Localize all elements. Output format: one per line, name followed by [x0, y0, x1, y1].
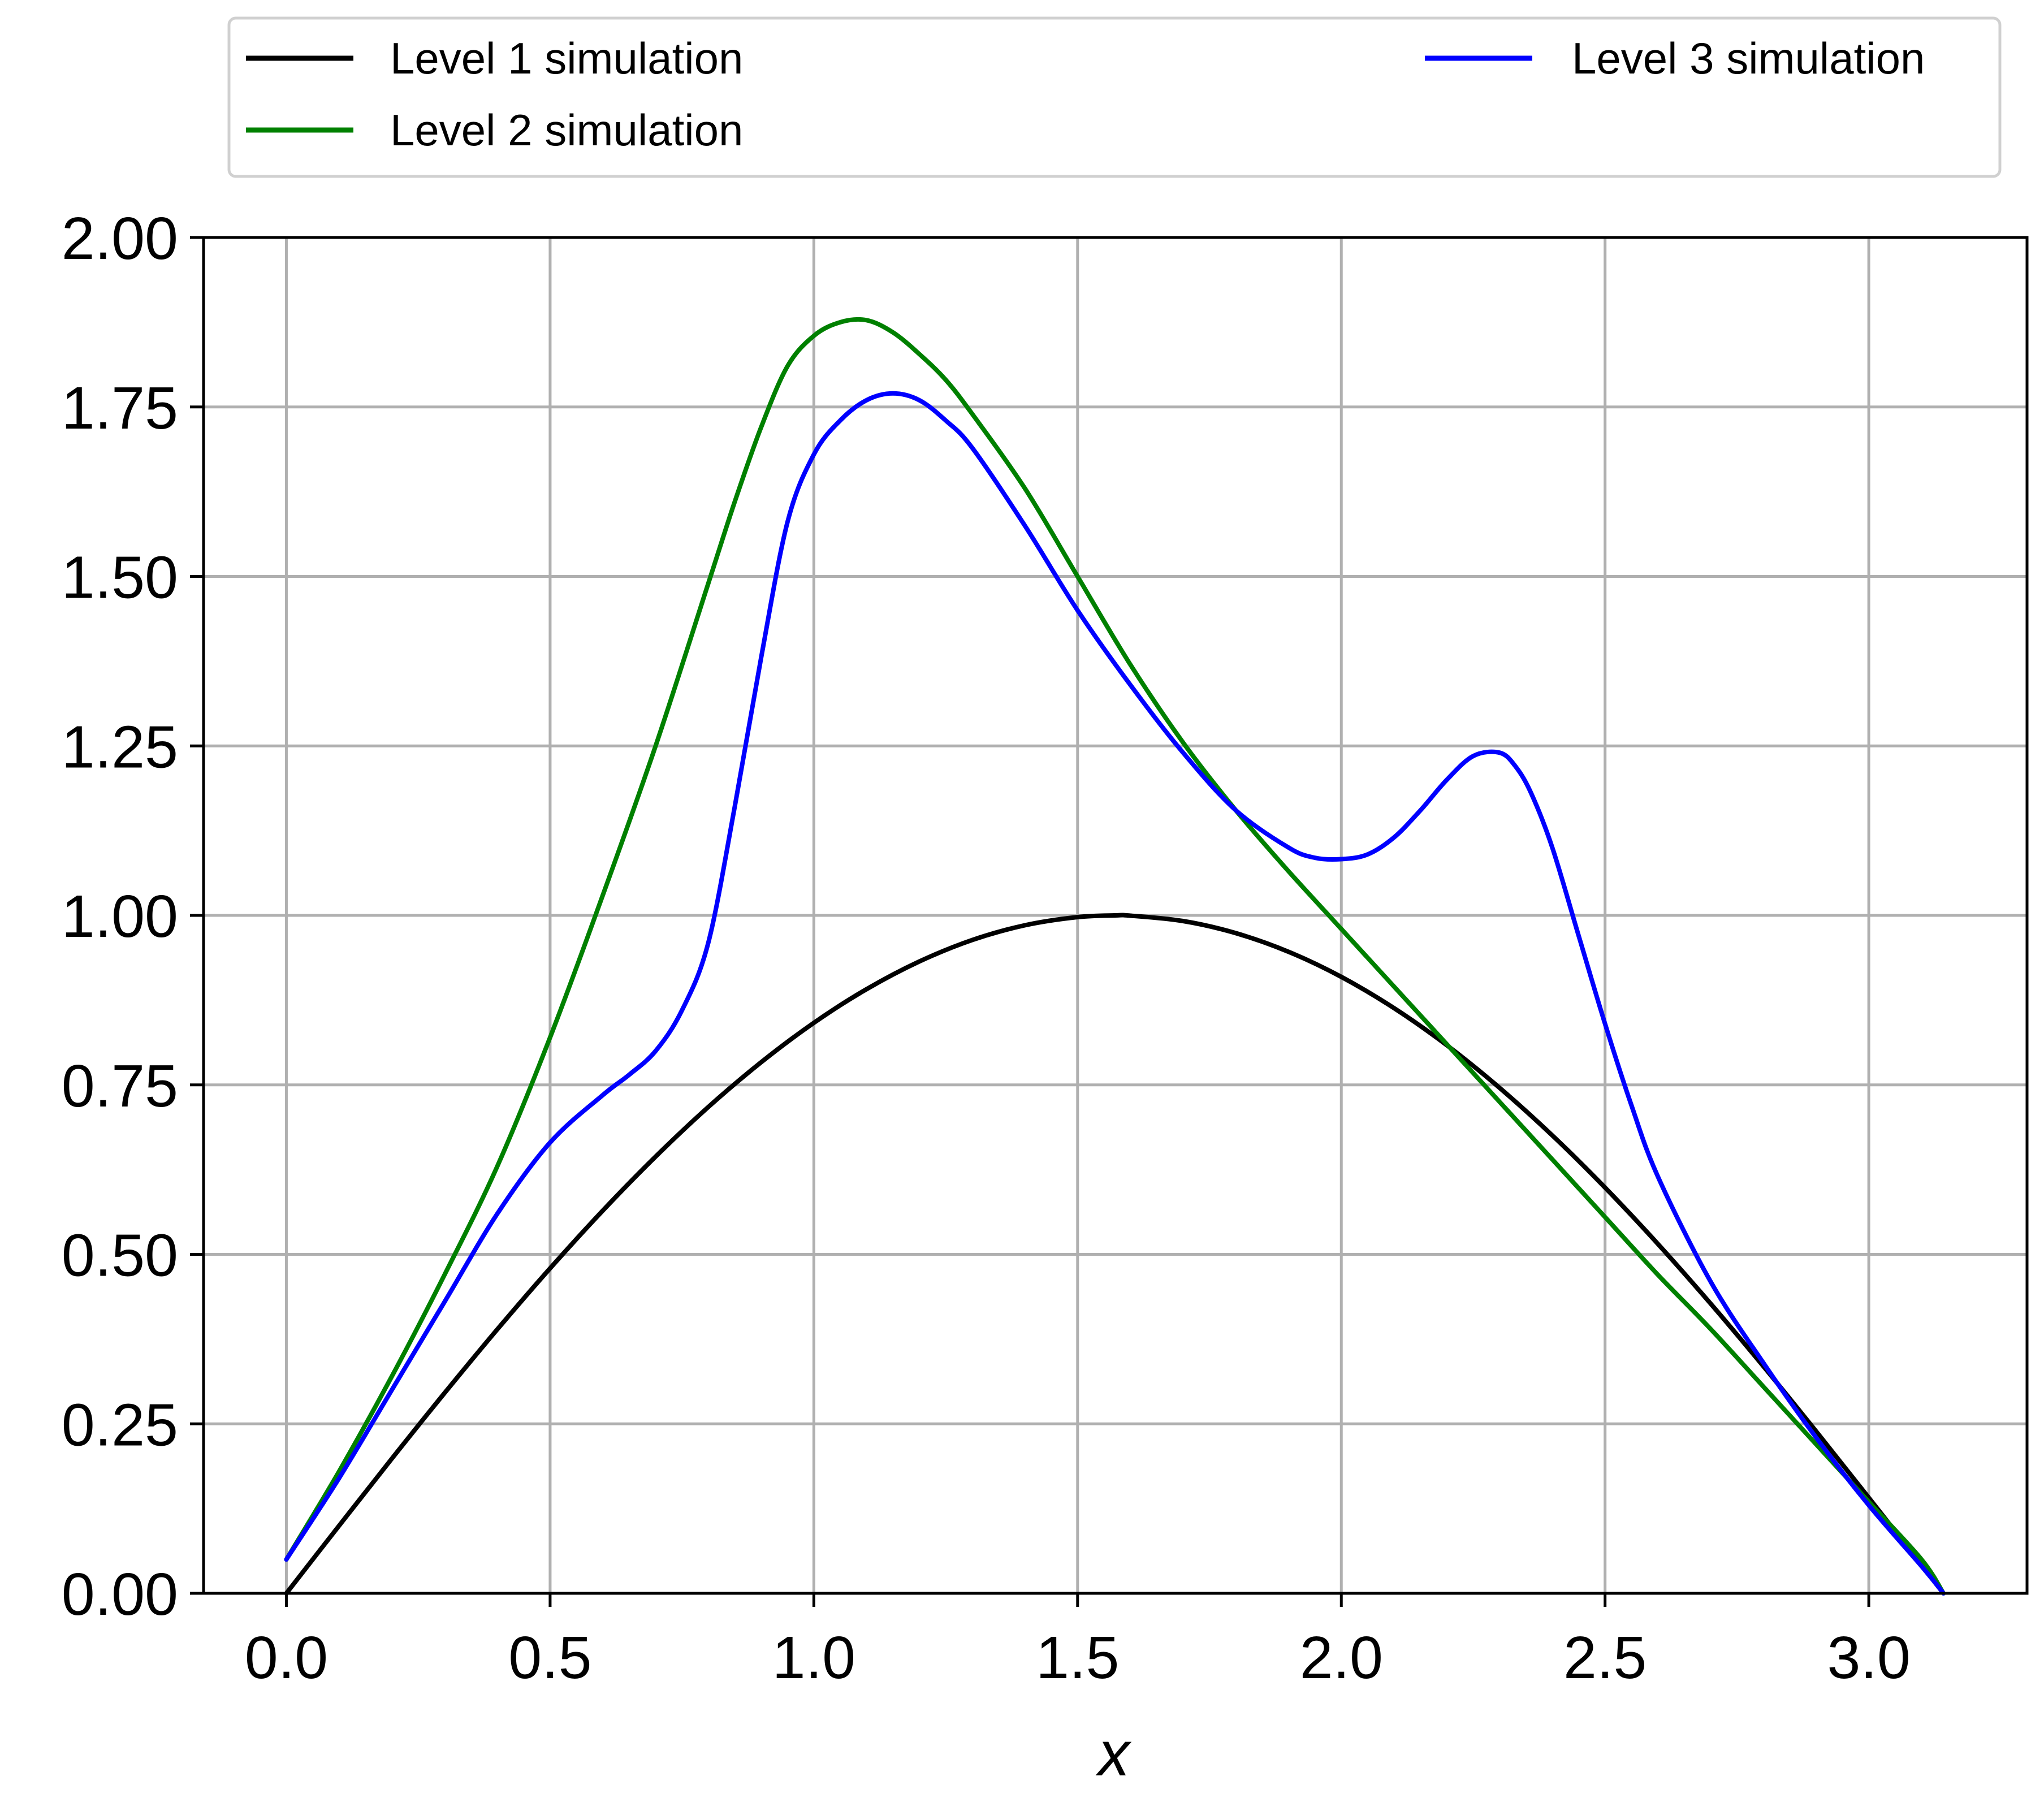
legend: Level 1 simulation Level 2 simulation Le…	[227, 16, 2002, 178]
y-tick-label: 2.00	[62, 205, 178, 272]
y-tick-label: 0.00	[62, 1561, 178, 1628]
x-tick-label: 1.0	[772, 1624, 855, 1691]
x-tick-label: 3.0	[1827, 1624, 1910, 1691]
x-tick-label: 2.0	[1300, 1624, 1383, 1691]
legend-label-level-2: Level 2 simulation	[390, 105, 743, 155]
legend-label-level-1: Level 1 simulation	[390, 33, 743, 83]
plot-series	[284, 317, 1946, 1596]
y-tick-label: 0.75	[62, 1053, 178, 1120]
y-tick-label: 1.25	[62, 714, 178, 780]
axis-ticks: 0.0 0.5 1.0 1.5 2.0 2.5 3.0 0.00 0.25 0.50 0.75 1.0…	[62, 205, 1911, 1691]
series-line-level-3	[284, 391, 1946, 1596]
y-tick-label: 1.50	[62, 544, 178, 611]
series-line-level-1	[284, 913, 1946, 1596]
y-tick-label: 0.50	[62, 1222, 178, 1289]
x-tick-label: 1.5	[1036, 1624, 1119, 1691]
y-tick-label: 0.25	[62, 1391, 178, 1458]
y-tick-label: 1.75	[62, 375, 178, 442]
x-axis-label: x	[1095, 1718, 1132, 1789]
x-tick-label: 2.5	[1563, 1624, 1647, 1691]
legend-frame	[227, 16, 2002, 178]
x-tick-label: 0.0	[245, 1624, 328, 1691]
legend-label-level-3: Level 3 simulation	[1572, 33, 1925, 83]
x-tick-label: 0.5	[508, 1624, 591, 1691]
series-line-level-2	[284, 317, 1946, 1596]
y-tick-label: 1.00	[62, 883, 178, 950]
